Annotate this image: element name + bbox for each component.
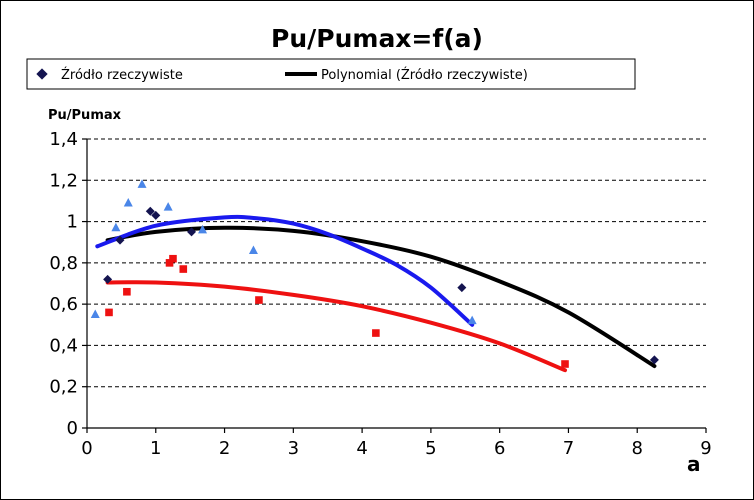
y-tick-label: 0,4 (49, 335, 78, 356)
legend-label-trend: Polynomial (Źródło rzeczywiste) (321, 67, 528, 83)
x-tick-label: 0 (81, 438, 92, 459)
data-point-square (123, 287, 131, 296)
trendlines (95, 214, 657, 373)
data-point-triangle (123, 197, 133, 207)
data-point-diamond (151, 210, 161, 220)
data-point-diamond (145, 206, 155, 216)
x-tick-labels: 0 1 2 3 4 5 6 7 8 9 (81, 438, 711, 459)
legend-diamond-marker (36, 68, 48, 80)
data-point-square (105, 308, 113, 317)
y-tick-label: 0,2 (49, 377, 78, 398)
data-point-square (255, 296, 263, 304)
axes (82, 138, 707, 433)
x-tick-label: 8 (631, 438, 642, 459)
data-point-diamond (115, 235, 125, 245)
data-point-square (169, 254, 177, 263)
data-point-square (179, 265, 188, 273)
data-point-square (165, 259, 174, 267)
x-tick-label: 1 (150, 438, 161, 459)
data-point-triangle (163, 202, 173, 211)
y-tick-label: 0 (67, 418, 78, 439)
data-point-triangle (111, 222, 121, 232)
chart-title: Pu/Pumax=f(a) (271, 24, 483, 53)
data-point-triangle (90, 309, 100, 318)
trendline-1 (95, 214, 475, 327)
x-tick-label: 5 (425, 438, 436, 459)
data-point-diamond (457, 283, 467, 293)
trendline-0 (105, 225, 657, 369)
data-point-square (561, 360, 569, 368)
legend: Źródło rzeczywiste Polynomial (Źródło rz… (26, 58, 636, 90)
x-tick-label: 7 (563, 438, 574, 459)
y-tick-label: 0,6 (49, 294, 78, 315)
y-tick-label: 1,4 (49, 129, 78, 150)
x-tick-label: 2 (219, 438, 230, 459)
data-point-triangle (198, 224, 208, 234)
y-axis-label: Pu/Pumax (48, 108, 122, 123)
x-tick-label: 6 (494, 438, 505, 459)
data-points (90, 179, 659, 368)
x-tick-label: 4 (356, 438, 367, 459)
data-point-diamond (649, 355, 659, 365)
data-point-triangle (467, 315, 477, 325)
x-tick-label: 3 (288, 438, 299, 459)
data-point-triangle (248, 245, 258, 254)
legend-box (26, 58, 636, 90)
data-point-triangle (137, 179, 147, 188)
y-tick-label: 0,8 (49, 253, 78, 274)
data-point-diamond (187, 227, 197, 237)
trendline-2 (105, 280, 567, 373)
x-axis-label: a (687, 452, 701, 476)
x-tick-label: 9 (700, 438, 711, 459)
y-tick-labels: 0 0,2 0,4 0,6 0,8 1 1,2 1,4 (49, 129, 78, 439)
y-tick-label: 1 (67, 212, 78, 233)
data-point-square (372, 329, 380, 337)
legend-label-series: Źródło rzeczywiste (61, 67, 183, 83)
y-tick-label: 1,2 (49, 170, 78, 191)
data-point-diamond (103, 274, 113, 284)
